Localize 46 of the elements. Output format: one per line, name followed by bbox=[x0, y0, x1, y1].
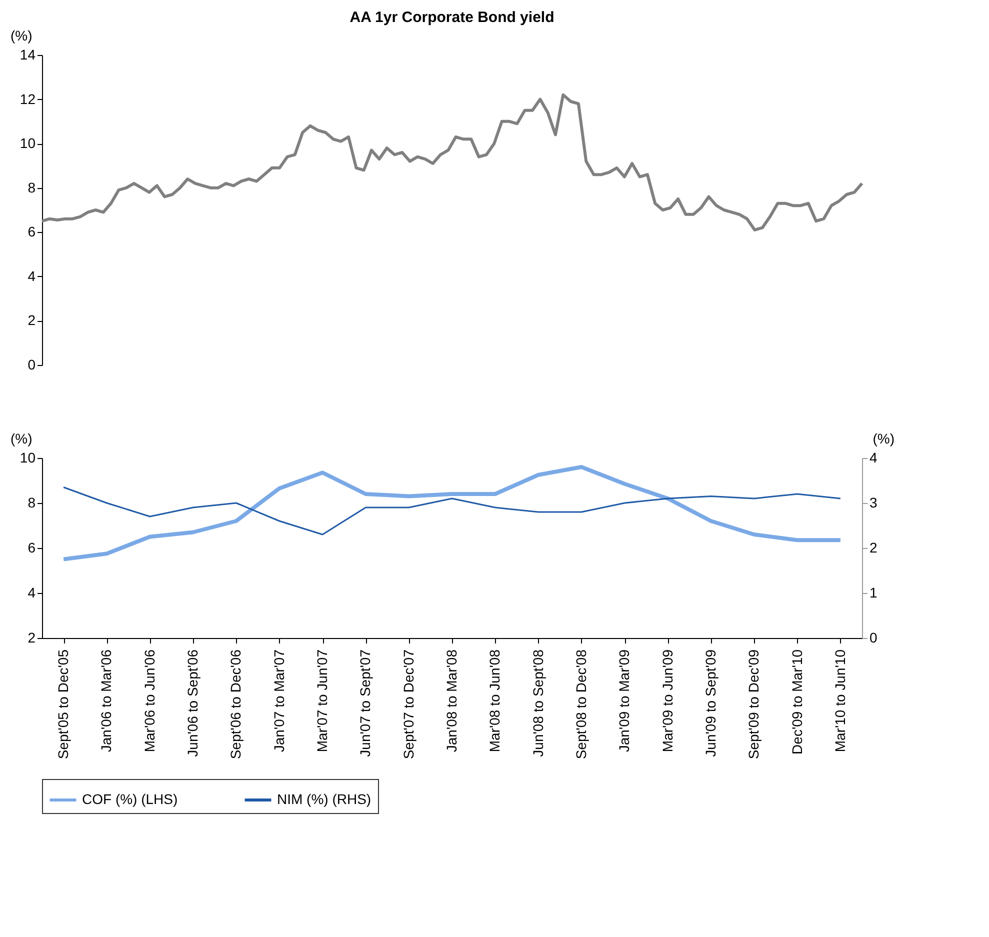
legend-label: NIM (%) (RHS) bbox=[277, 791, 372, 807]
y-tick-label: 12 bbox=[20, 90, 36, 107]
y2-axis-title: (%) bbox=[872, 430, 894, 446]
line-series bbox=[62, 465, 842, 562]
y-tick-label: 4 bbox=[28, 268, 36, 284]
y-tick-label: 8 bbox=[28, 494, 36, 510]
x-tick-label: Sept'06 to Dec'06 bbox=[228, 649, 244, 760]
x-tick-label: Mar'09 to Jun'09 bbox=[659, 649, 676, 752]
x-tick-label: Sept'08 to Dec'08 bbox=[572, 649, 589, 760]
y-tick-label: 0 bbox=[28, 356, 36, 372]
y-tick-label: 2 bbox=[28, 630, 36, 646]
line-series bbox=[40, 93, 864, 232]
y-tick-label: 10 bbox=[20, 450, 36, 466]
y2-tick-label: 4 bbox=[870, 450, 878, 466]
y2-tick-label: 1 bbox=[870, 584, 878, 600]
x-tick-label: Jan'06 to Mar'06 bbox=[98, 649, 114, 752]
x-tick-label: Mar'06 to Jun'06 bbox=[141, 649, 158, 752]
legend-label: COF (%) (LHS) bbox=[82, 791, 178, 807]
y-tick-label: 6 bbox=[28, 540, 36, 556]
y-tick-label: 10 bbox=[20, 135, 36, 152]
y-axis-title: (%) bbox=[10, 430, 32, 446]
line-series bbox=[62, 486, 842, 536]
x-tick-label: Mar'08 to Jun'08 bbox=[486, 649, 503, 752]
x-tick-label: Sept'07 to Dec'07 bbox=[400, 649, 416, 760]
x-tick-label: Jun'08 to Sept'08 bbox=[530, 649, 546, 757]
y2-tick-label: 3 bbox=[870, 494, 878, 510]
x-tick-label: Jan'07 to Mar'07 bbox=[270, 649, 287, 752]
x-tick-label: Sept'09 to Dec'09 bbox=[746, 649, 762, 760]
x-tick-label: Jun'07 to Sept'07 bbox=[357, 649, 374, 757]
x-tick-label: Mar'10 to Jun'10 bbox=[832, 649, 848, 752]
chart-title: AA 1yr Corporate Bond yield bbox=[350, 9, 554, 26]
y-tick-label: 8 bbox=[28, 179, 36, 196]
x-tick-label: Jan'08 to Mar'08 bbox=[444, 649, 460, 752]
y-tick-label: 4 bbox=[28, 584, 36, 600]
x-tick-label: Jan'09 to Mar'09 bbox=[616, 649, 632, 752]
y2-tick-label: 0 bbox=[870, 630, 878, 646]
y-axis-title: (%) bbox=[10, 28, 32, 44]
x-tick-label: Jun'09 to Sept'09 bbox=[702, 649, 718, 757]
y-tick-label: 6 bbox=[28, 224, 36, 240]
y-tick-label: 2 bbox=[28, 312, 36, 328]
y-tick-label: 14 bbox=[20, 46, 36, 62]
x-tick-label: Dec'09 to Mar'10 bbox=[788, 649, 805, 754]
y2-tick-label: 2 bbox=[870, 540, 878, 556]
x-tick-label: Sept'05 to Dec'05 bbox=[55, 649, 72, 760]
x-tick-label: Mar'07 to Jun'07 bbox=[314, 649, 330, 752]
x-tick-label: Jun'06 to Sept'06 bbox=[184, 649, 201, 757]
